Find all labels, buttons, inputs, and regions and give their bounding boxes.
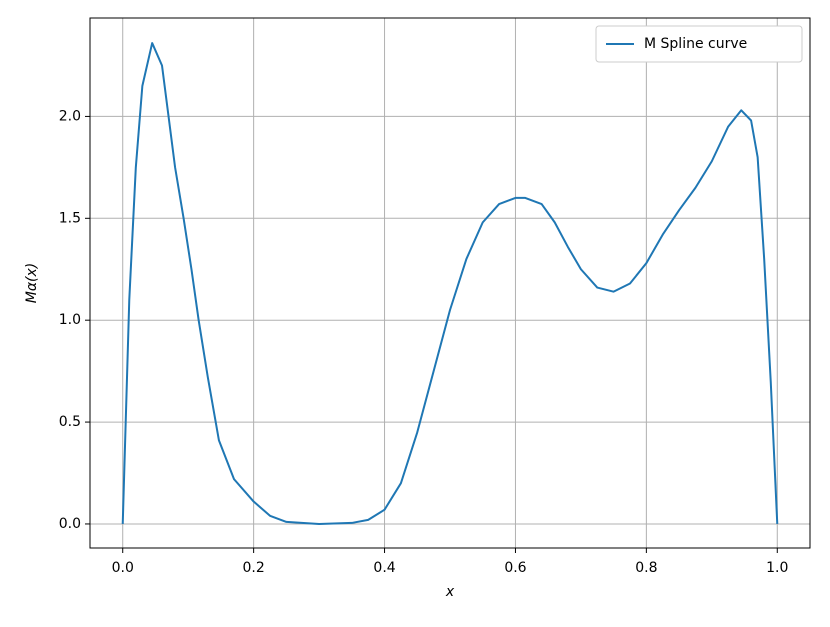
x-tick-label: 0.2	[243, 560, 265, 576]
x-tick-label: 0.6	[504, 560, 526, 576]
x-axis-label: x	[445, 584, 455, 600]
y-tick-label: 0.5	[59, 414, 81, 430]
line-series	[121, 42, 779, 525]
x-tick-label: 0.8	[635, 560, 657, 576]
y-tick-label: 0.0	[59, 516, 81, 532]
x-tick-label: 0.0	[112, 560, 134, 576]
legend-box	[595, 25, 803, 63]
y-tick-label: 1.0	[59, 312, 81, 328]
y-tick-label: 2.0	[59, 108, 81, 124]
legend-label: M Spline curve	[644, 36, 747, 52]
x-tick-label: 1.0	[766, 560, 788, 576]
plot-frame	[89, 17, 811, 549]
y-tick-label: 1.5	[59, 210, 81, 226]
y-axis-label: Mα(x)	[24, 263, 40, 304]
x-tick-label: 0.4	[373, 560, 395, 576]
